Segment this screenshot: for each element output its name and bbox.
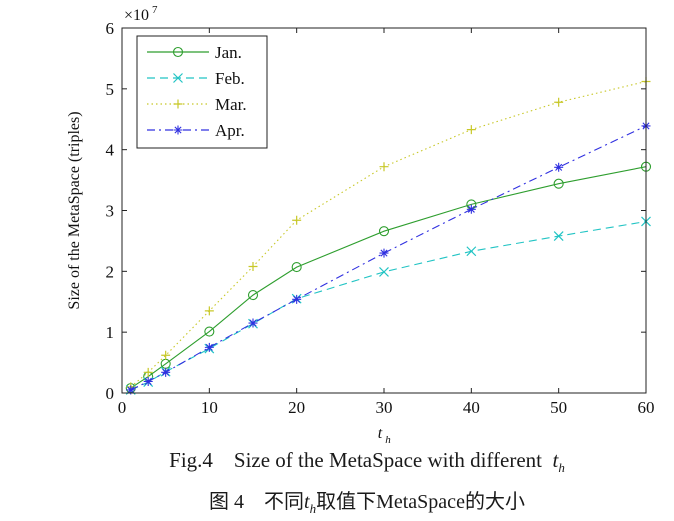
data-point-feb-6: [379, 267, 389, 277]
y-axis-multiplier-exponent: 7: [152, 4, 158, 16]
legend-label-feb: Feb.: [215, 69, 245, 88]
data-point-mar-1-shape: [143, 367, 153, 377]
legend-marker-mar: [173, 99, 183, 109]
legend: Jan. Feb. Mar. Apr.: [136, 35, 268, 149]
axes-layer: 0 10 20 30 40 50 60 0 1 2 3 4 5 6 ×10 7 Size of the Meta…: [66, 4, 655, 445]
y-axis-label: Size of the MetaSpace (triples): [66, 111, 83, 309]
series-layer: [125, 77, 652, 395]
data-point-feb-8-shape: [553, 231, 564, 241]
data-point-apr-6: [379, 248, 389, 258]
x-axis-label-subscript: h: [385, 434, 391, 445]
y-tick-label-1: 1: [106, 323, 115, 342]
series-line-apr: [130, 125, 647, 391]
legend-label-jan: Jan.: [215, 43, 242, 62]
data-point-mar-3: [204, 306, 214, 316]
x-tick-label-40: 40: [463, 398, 480, 417]
data-point-apr-0: [126, 385, 136, 395]
data-point-jan-8: [553, 178, 564, 189]
data-point-apr-1-shape: [143, 376, 153, 386]
data-point-mar-6: [379, 162, 389, 172]
y-tick-label-6: 6: [106, 19, 115, 38]
data-point-mar-8-shape: [554, 97, 564, 107]
data-point-apr-8-shape: [554, 162, 564, 172]
data-point-mar-8: [554, 97, 564, 107]
data-point-feb-7-shape: [466, 246, 477, 257]
caption-zh-suffix: 取值下MetaSpace的大小: [316, 491, 525, 513]
figure-caption-chinese: 图 4 不同th取值下MetaSpace的大小: [0, 485, 674, 517]
data-point-apr-2-shape: [161, 367, 171, 377]
y-tick-label-2: 2: [106, 262, 115, 281]
data-point-jan-4: [247, 290, 259, 301]
data-point-mar-7: [466, 125, 476, 135]
data-point-apr-7: [466, 204, 476, 214]
data-point-feb-8: [553, 231, 564, 241]
caption-zh-subscript: h: [309, 501, 317, 516]
data-point-mar-7-shape: [466, 125, 476, 135]
x-tick-label-50: 50: [550, 398, 567, 417]
data-point-jan-6-shape: [378, 226, 390, 237]
data-point-mar-2-shape: [161, 350, 171, 360]
data-point-mar-2: [161, 350, 171, 360]
data-point-jan-5: [291, 262, 302, 273]
legend-box: [136, 35, 268, 149]
data-point-apr-5: [292, 294, 302, 304]
data-point-mar-6-shape: [379, 162, 389, 172]
data-point-apr-7-shape: [466, 204, 476, 214]
data-point-mar-4-shape: [248, 261, 258, 271]
series-line-feb: [130, 220, 647, 391]
data-point-jan-8-shape: [553, 178, 564, 189]
legend-marker-feb: [173, 73, 183, 83]
x-tick-label-0: 0: [118, 398, 127, 417]
data-point-mar-3-shape: [204, 306, 214, 316]
y-axis-multiplier: ×10: [124, 7, 149, 24]
caption-en-variable: t: [552, 448, 559, 472]
data-point-jan-4-shape: [247, 290, 259, 301]
legend-marker-jan-shape: [172, 46, 184, 58]
x-axis-label: t: [378, 425, 383, 442]
data-point-apr-4: [248, 318, 258, 328]
caption-en-subscript: h: [558, 460, 565, 476]
data-point-jan-3: [204, 326, 215, 337]
legend-label-mar: Mar.: [215, 95, 247, 114]
data-point-mar-1: [143, 367, 153, 377]
caption-zh-prefix: 图 4 不同: [209, 491, 305, 513]
data-point-apr-3: [204, 342, 214, 352]
legend-marker-jan: [172, 46, 184, 58]
legend-marker-feb-shape: [173, 73, 183, 83]
legend-marker-apr: [173, 125, 183, 135]
data-point-feb-7: [466, 246, 477, 257]
data-point-mar-5: [292, 215, 302, 225]
series-line-mar: [130, 80, 647, 388]
data-point-jan-5-shape: [291, 262, 302, 273]
data-point-jan-3-shape: [204, 326, 215, 337]
data-point-apr-6-shape: [379, 248, 389, 258]
caption-zh-variable: t: [304, 491, 310, 513]
figure-caption-english: Fig.4 Size of the MetaSpace with differe…: [0, 448, 674, 476]
legend-marker-apr-shape: [173, 125, 183, 135]
y-tick-label-5: 5: [106, 80, 115, 99]
data-point-apr-8: [554, 162, 564, 172]
data-point-apr-3-shape: [204, 342, 214, 352]
data-point-mar-5-shape: [292, 215, 302, 225]
data-point-apr-1: [143, 376, 153, 386]
data-point-apr-4-shape: [248, 318, 258, 328]
legend-marker-mar-shape: [173, 99, 183, 109]
legend-label-apr: Apr.: [215, 121, 245, 140]
y-tick-label-3: 3: [106, 202, 115, 221]
data-point-apr-0-shape: [126, 385, 136, 395]
x-tick-label-20: 20: [288, 398, 305, 417]
data-point-mar-4: [248, 261, 258, 271]
data-point-apr-2: [161, 367, 171, 377]
x-tick-label-10: 10: [201, 398, 218, 417]
y-tick-label-0: 0: [106, 384, 115, 403]
data-point-jan-6: [378, 226, 390, 237]
caption-en-text: Fig.4 Size of the MetaSpace with differe…: [169, 448, 553, 472]
x-tick-label-30: 30: [376, 398, 393, 417]
x-tick-label-60: 60: [638, 398, 655, 417]
chart: 0 10 20 30 40 50 60 0 1 2 3 4 5 6 ×10 7 Size of the Meta…: [66, 4, 655, 445]
series-line-jan: [130, 166, 647, 389]
data-point-feb-6-shape: [379, 267, 389, 277]
data-point-apr-5-shape: [292, 294, 302, 304]
y-tick-label-4: 4: [106, 141, 115, 160]
